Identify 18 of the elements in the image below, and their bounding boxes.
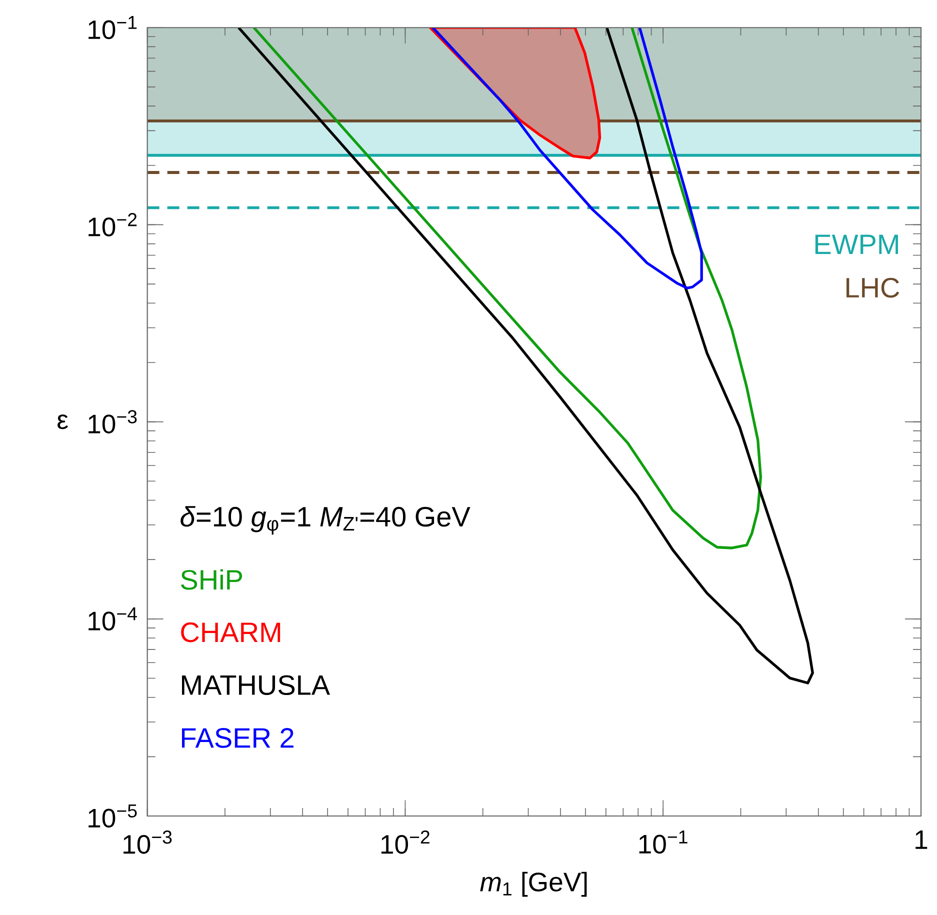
x-tick-label: 1 [916,830,928,849]
text: CHARM [181,622,280,642]
y-tick-label: 10$^{−4}$ [88,607,137,630]
ref-line-label: EWPM [815,234,898,254]
text: MATHUSLA [182,675,330,696]
annotation: δ=10 g$_{φ}$=1 M$_{Z'}$=40 GeV [180,506,470,535]
text: SHiP [180,569,242,590]
x-tick-label: 10$^{−3}$ [124,830,172,854]
y-tick-label: 10$^{−2}$ [88,213,137,236]
x-axis-title: m$_{1}$ [GeV] [480,872,587,897]
x-tick-label: 10$^{−1}$ [639,830,688,854]
ref-line-label: LHC [846,278,900,298]
x-tick-label: 10$^{−2}$ [381,830,430,854]
text: FASER 2 [182,728,294,748]
y-tick-label: 10$^{−5}$ [88,804,137,828]
y-tick-label: 10$^{−3}$ [88,410,137,434]
y-axis-title: ε [58,414,68,430]
y-tick-label: 10$^{−1}$ [88,16,137,40]
